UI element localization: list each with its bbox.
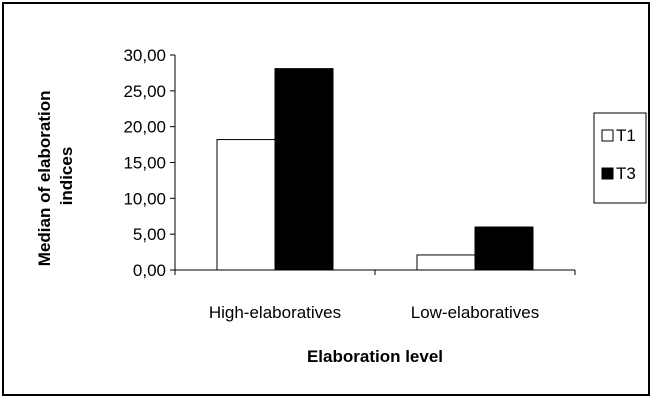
y-axis-label-line-2: indices <box>57 147 76 206</box>
y-tick-label: 5,00 <box>133 225 166 244</box>
legend-box <box>593 112 647 204</box>
legend-label-t3: T3 <box>616 164 636 183</box>
bar-t3-2 <box>474 226 534 271</box>
bar-t1-2 <box>416 254 476 271</box>
y-axis: 0,00 5,00 10,00 15,00 20,00 25,00 30,00 <box>123 46 176 280</box>
y-tick-label: 20,00 <box>123 118 166 137</box>
legend-swatch-t1 <box>601 129 614 142</box>
y-tick-label: 10,00 <box>123 189 166 208</box>
legend-label-t1: T1 <box>616 126 636 145</box>
bars <box>216 68 534 271</box>
legend: T1 T3 <box>593 112 647 204</box>
bar-t3-1 <box>274 68 334 271</box>
x-axis-label: Elaboration level <box>307 347 443 366</box>
bar-t1-1 <box>216 139 276 271</box>
x-tick-label: High-elaboratives <box>209 303 341 322</box>
y-tick-label: 0,00 <box>133 261 166 280</box>
x-tick-label: Low-elaboratives <box>411 303 540 322</box>
y-tick-label: 15,00 <box>123 154 166 173</box>
y-axis-label-line-1: Median of elaboration <box>35 91 54 267</box>
y-tick-label: 25,00 <box>123 82 166 101</box>
y-axis-label: Median of elaboration indices <box>35 86 76 266</box>
x-axis: High-elaboratives Low-elaboratives <box>174 269 576 322</box>
legend-swatch-t3 <box>601 167 614 180</box>
y-tick-label: 30,00 <box>123 46 166 65</box>
